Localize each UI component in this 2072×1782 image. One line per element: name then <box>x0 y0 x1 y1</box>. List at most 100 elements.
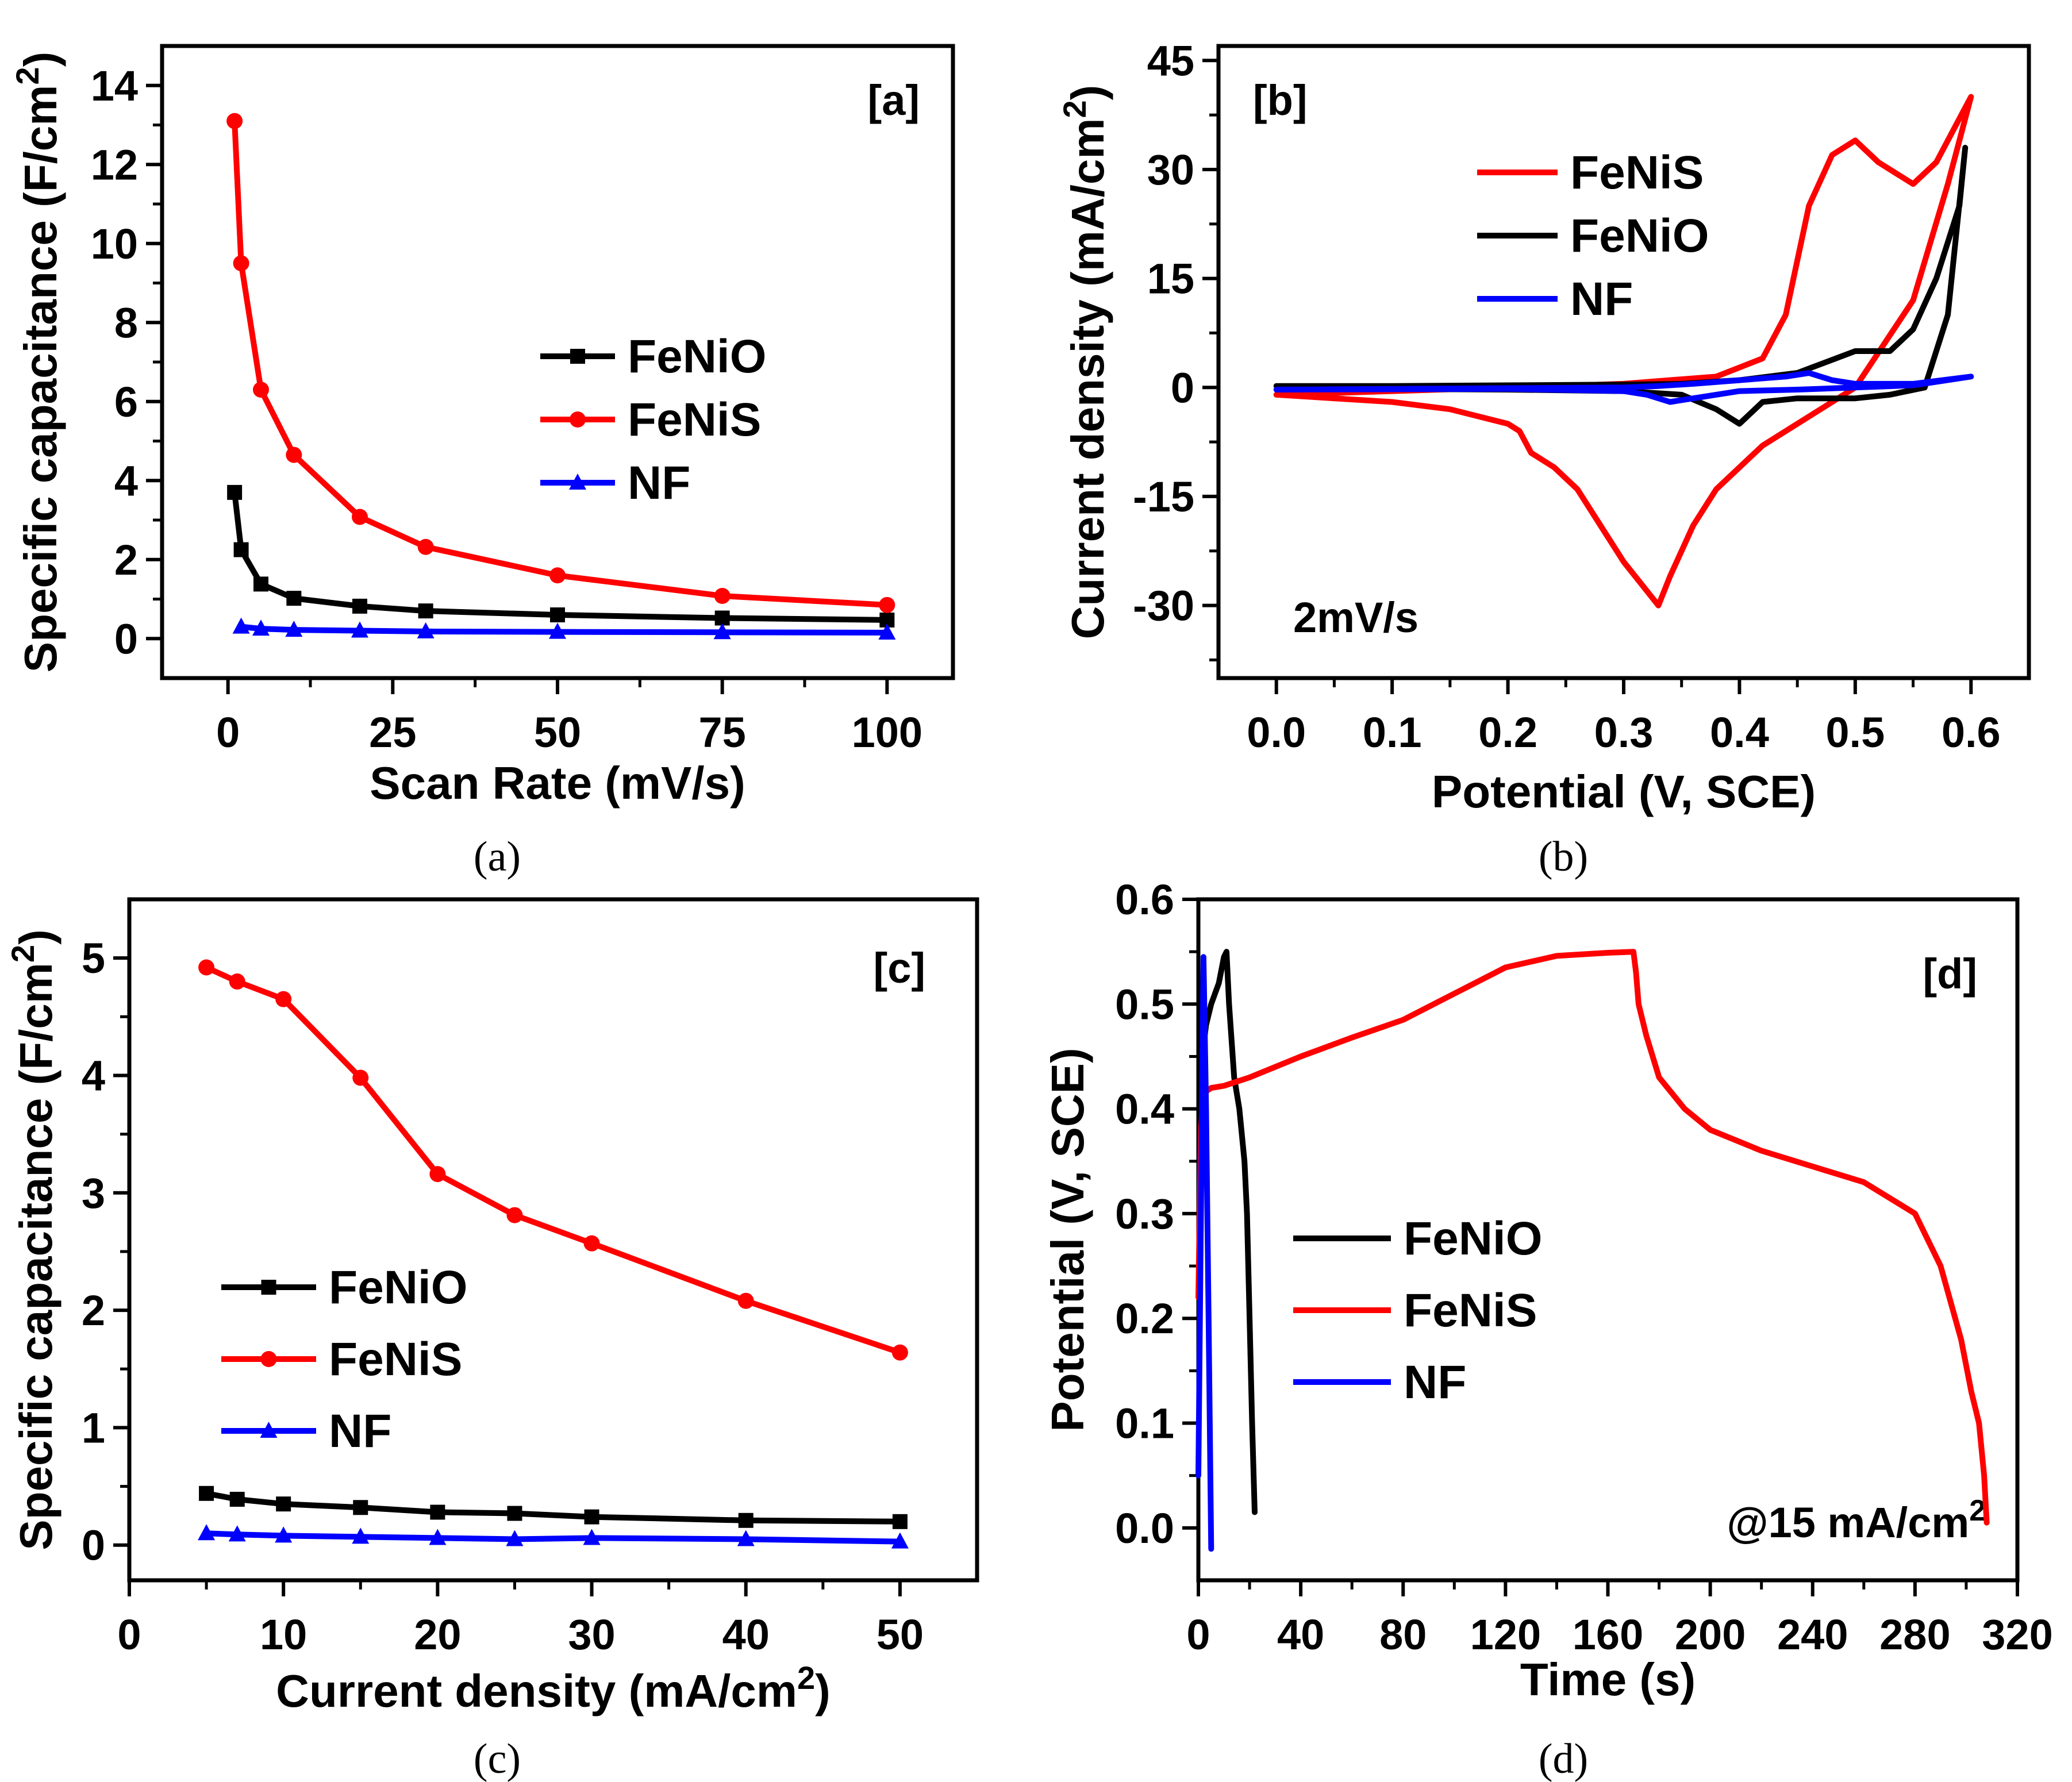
y-axis-label: Specific capacitance (F/cm2) <box>5 929 62 1550</box>
panel-tag: [d] <box>1923 950 1978 998</box>
data-point-nf <box>232 617 250 634</box>
x-tick-label: 320 <box>1982 1611 2052 1658</box>
legend-label: NF <box>1570 273 1633 325</box>
data-point-fenio <box>418 603 433 619</box>
y-tick-label: 10 <box>91 220 138 268</box>
data-point-fenio <box>430 1504 445 1520</box>
series-line-fenis <box>1273 94 1974 609</box>
data-point-fenis <box>737 1292 754 1309</box>
x-tick-label: 120 <box>1470 1611 1541 1658</box>
data-point-fenio <box>227 484 243 500</box>
panel-b: 0.0 0.1 0.2 0.3 0.4 0.5 0.6 -30 -15 0 15 30 45 Potent… <box>1056 37 2031 880</box>
series-line-fenis <box>232 118 890 608</box>
series-fenio <box>227 484 895 628</box>
data-point-nf <box>252 619 270 636</box>
current-density-annotation: @15 mA/cm2 <box>1727 1494 1986 1546</box>
x-tick-label: 100 <box>852 709 922 756</box>
data-point-fenis <box>352 509 368 525</box>
data-point-nf <box>583 1529 601 1545</box>
x-tick-label: 0 <box>216 709 240 756</box>
y-axis-label: Specific capacitance (F/cm2) <box>9 52 67 672</box>
panel-caption: (d) <box>1539 1735 1588 1782</box>
scan-rate-annotation: 2mV/s <box>1293 594 1419 641</box>
data-point-fenio <box>892 1514 908 1529</box>
legend-marker <box>260 1422 278 1438</box>
data-point-fenis <box>198 959 215 976</box>
series-fenis <box>1273 94 1974 609</box>
legend-item-fenis: FeNiS <box>540 394 761 446</box>
y-tick-label: -15 <box>1133 473 1194 521</box>
data-point-fenis <box>229 973 245 990</box>
y-tick-label: 4 <box>82 1052 105 1099</box>
data-point-nf <box>429 1529 447 1545</box>
data-point-fenio <box>714 610 730 626</box>
y-tick-label: 0.4 <box>1115 1086 1174 1133</box>
x-tick-label: 0.6 <box>1942 709 2001 756</box>
panel-caption: (b) <box>1539 833 1588 880</box>
legend-item-nf: NF <box>540 457 690 509</box>
x-tick-label: 0.0 <box>1247 709 1306 756</box>
data-point-fenis <box>583 1235 600 1252</box>
legend-item-fenis: FeNiS <box>1293 1284 1537 1337</box>
y-tick-label: 12 <box>91 141 138 188</box>
y-tick-label: 0.1 <box>1115 1400 1174 1448</box>
y-tick-label: 0.2 <box>1115 1295 1174 1342</box>
panel-c: 0 10 20 30 40 50 0 1 2 3 4 5 Current density (mA/cm2… <box>5 897 979 1782</box>
y-tick-label: 14 <box>91 62 138 110</box>
series-line-nf <box>1195 954 1214 1552</box>
legend-item-fenis: FeNiS <box>1477 147 1704 199</box>
y-tick-label: 3 <box>82 1169 105 1217</box>
data-point-fenis <box>233 255 249 272</box>
legend-marker <box>569 474 586 490</box>
data-point-fenis <box>352 1069 369 1086</box>
legend-item-fenis: FeNiS <box>221 1333 462 1385</box>
data-point-nf <box>285 621 303 637</box>
y-tick-label: -30 <box>1133 582 1194 630</box>
y-tick-label: 30 <box>1147 146 1194 194</box>
data-point-nf <box>549 622 566 639</box>
legend-label: FeNiO <box>1570 210 1709 262</box>
series-fenis <box>226 113 895 613</box>
series-nf <box>198 1524 909 1549</box>
x-tick-label: 80 <box>1379 1611 1427 1658</box>
legend-marker <box>260 1351 277 1367</box>
y-tick-label: 8 <box>114 299 138 347</box>
x-tick-label: 30 <box>568 1611 615 1658</box>
legend-label: NF <box>1404 1356 1466 1408</box>
x-tick-label: 25 <box>369 709 416 756</box>
legend-item-fenio: FeNiO <box>1293 1213 1542 1265</box>
legend-item-fenio: FeNiO <box>540 330 766 383</box>
data-point-fenio <box>253 576 268 592</box>
data-point-fenio <box>276 1496 291 1512</box>
data-point-fenio <box>286 591 302 606</box>
data-point-fenis <box>879 596 895 613</box>
data-point-fenis <box>226 113 243 129</box>
legend-marker <box>261 1280 276 1295</box>
data-point-fenio <box>352 598 367 614</box>
panel-a: 0 25 50 75 100 0 2 4 6 8 10 12 14 Scan Rate (mV/s) Spe… <box>9 44 955 880</box>
legend-label: NF <box>628 457 690 509</box>
data-point-fenis <box>429 1166 446 1183</box>
legend-label: FeNiS <box>628 394 761 446</box>
data-point-fenis <box>275 991 292 1007</box>
x-tick-label: 0 <box>117 1611 141 1658</box>
legend-item-nf: NF <box>1293 1356 1466 1408</box>
data-point-fenio <box>353 1500 368 1515</box>
plot-frame <box>1216 44 2031 680</box>
plot-frame <box>127 897 979 1583</box>
x-tick-label: 0 <box>1186 1611 1210 1658</box>
data-point-fenio <box>584 1509 599 1525</box>
x-tick-label: 0.1 <box>1363 709 1422 756</box>
data-point-fenio <box>233 542 249 557</box>
data-point-nf <box>506 1530 524 1546</box>
x-tick-label: 0.4 <box>1710 709 1769 756</box>
legend-label: FeNiS <box>329 1333 462 1385</box>
panel-tag: [b] <box>1253 76 1308 124</box>
legend-marker <box>570 349 585 364</box>
y-tick-label: 6 <box>114 378 138 426</box>
data-point-nf <box>228 1525 246 1542</box>
x-axis-label: Potential (V, SCE) <box>1432 766 1816 817</box>
legend-label: FeNiS <box>1404 1284 1537 1337</box>
data-point-fenio <box>738 1512 754 1528</box>
